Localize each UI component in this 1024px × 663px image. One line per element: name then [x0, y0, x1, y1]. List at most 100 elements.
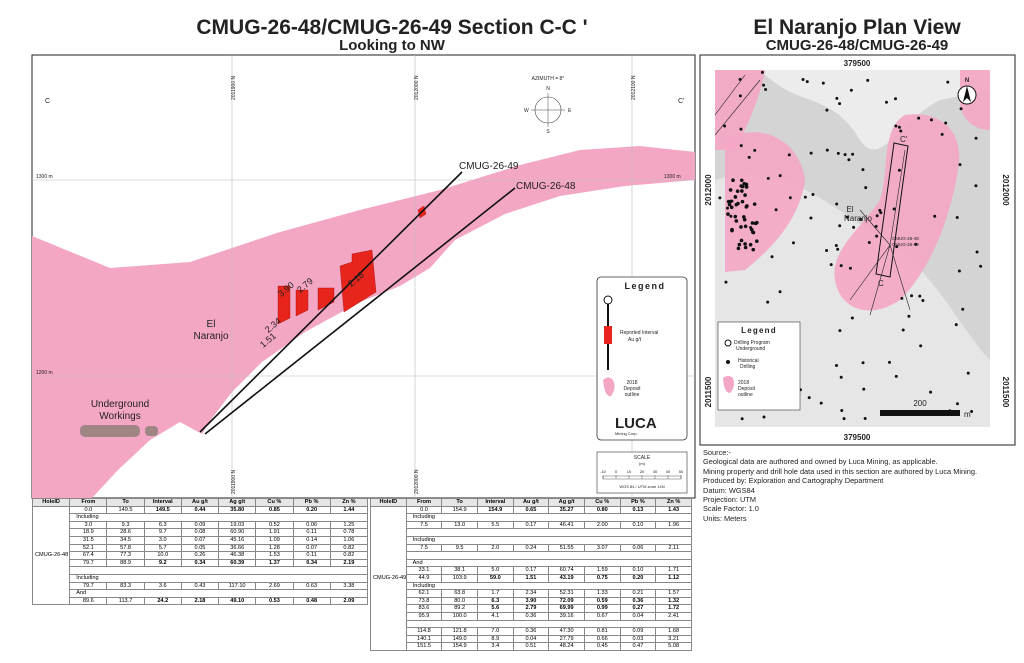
source-notes: Source:- Geological data are authored and…: [703, 448, 977, 523]
table-row: 114.8 121.8 7.0 0.36 47.30 0.81 0.09 1.68: [371, 627, 692, 636]
table-cell: 0.75: [583, 573, 621, 583]
collar: [726, 199, 731, 204]
collar: [958, 163, 962, 167]
table-cell: 0.09: [619, 627, 657, 636]
table-cell: 1.72: [655, 604, 692, 613]
collar: [966, 371, 970, 375]
table-row: 44.9 103.9 59.0 1.51 43.19 0.75 0.20 1.12: [371, 573, 692, 583]
table-cell: 38.1: [441, 566, 478, 575]
collar: [910, 294, 914, 298]
table-cell: 0.04: [619, 611, 657, 621]
collar: [745, 204, 749, 208]
northing: 2011500: [1001, 377, 1010, 408]
collar: [755, 239, 759, 244]
table-cell: 1.7: [476, 589, 514, 598]
source-line: Datum: WGS84: [703, 485, 755, 495]
collar: [738, 94, 742, 98]
table-cell: 117.10: [218, 581, 257, 591]
historical-drilling: [718, 70, 983, 421]
collar: [975, 250, 979, 254]
collar: [897, 125, 901, 129]
northing: 2012000: [1001, 174, 1010, 206]
table-row: 151.5 154.9 3.4 0.51 48.24 0.45 0.47 5.08: [371, 642, 692, 651]
table-cell: 1.33: [583, 589, 621, 598]
elevation: 1300 m: [36, 174, 53, 180]
legend-symbol: [603, 295, 613, 305]
row-note: Including: [69, 513, 368, 522]
table-row: 33.1 38.1 5.0 0.17 60.74 1.59 0.10 1.71: [371, 566, 692, 575]
plan-subtitle: CMUG-26-48/CMUG-26-49: [766, 37, 949, 54]
table-cell: 72.09: [548, 596, 585, 606]
collar: [727, 202, 732, 207]
table-cell: 113.7: [106, 596, 145, 606]
collar: [764, 88, 768, 92]
header-cell: Pb %: [292, 498, 331, 507]
collar: [739, 238, 744, 243]
collar: [929, 118, 933, 122]
collar: [970, 409, 974, 413]
table-cell: 5.0: [476, 566, 514, 575]
collar: [848, 266, 852, 270]
collar: [751, 247, 756, 252]
northing: 2012100 N: [631, 75, 637, 100]
collar: [866, 78, 870, 82]
scale-tick-label: 0: [615, 469, 618, 474]
table-cell: 149.5: [143, 505, 182, 515]
table-cell: 0.59: [583, 596, 621, 606]
table-cell: 79.7: [69, 558, 108, 568]
scale-tick-label: -10: [600, 469, 607, 474]
table-cell: 0.53: [255, 596, 294, 606]
blank-row: [69, 566, 368, 575]
scale-title: SCALE: [634, 455, 651, 461]
table-cell: 0.36: [512, 627, 550, 636]
collar: [836, 247, 840, 251]
table-cell: 0.51: [512, 642, 550, 651]
area-label: Underground Workings: [91, 399, 149, 422]
table-cell: 4.1: [476, 611, 514, 621]
collar: [921, 298, 925, 302]
table-cell: 0.21: [619, 589, 657, 598]
section-title: CMUG-26-48/CMUG-26-49 Section C-C ': [196, 16, 587, 39]
table-cell: 1.57: [655, 589, 692, 598]
drill-trace: [715, 74, 746, 116]
table-cell: 60.74: [548, 566, 585, 575]
plan-deposit: [715, 70, 765, 150]
legend-symbol: [723, 376, 734, 393]
table-cell: 0.45: [583, 642, 621, 651]
collar: [919, 344, 923, 348]
header-row: HoleID From To Interval Au g/t Ag g/t Cu % Pb %…: [370, 498, 692, 507]
table-cell: 57.8: [106, 543, 145, 553]
collar: [914, 242, 918, 246]
table-cell: 49.10: [218, 596, 257, 606]
table-row: [371, 551, 693, 560]
table-row: And: [33, 589, 368, 598]
collar: [735, 189, 740, 193]
table-row: 83.6 89.2 5.6 2.79 69.99 0.99 0.27 1.72: [371, 604, 692, 613]
table-cell: 0.06: [619, 543, 657, 553]
collar: [839, 375, 843, 379]
table-cell: 0.48: [292, 596, 331, 606]
northing: 2012000: [704, 174, 713, 206]
header-cell: Zn %: [655, 498, 692, 507]
collar: [766, 300, 770, 304]
table-cell: 44.9: [405, 573, 443, 583]
table-cell: 3.0: [69, 520, 108, 530]
collar: [809, 216, 813, 220]
table-cell: 36.66: [218, 543, 257, 553]
table-cell: 67.4: [69, 551, 108, 560]
collar: [918, 294, 922, 298]
collar: [892, 207, 896, 211]
blank-row: [405, 528, 693, 537]
table-cell: 3.6: [143, 581, 182, 591]
table-cell: 0.82: [329, 543, 369, 553]
table-cell: 114.8: [405, 627, 443, 636]
table-cell: 83.3: [106, 581, 145, 591]
collar: [959, 107, 963, 111]
collar: [728, 188, 733, 192]
header-cell: Ag g/t: [218, 498, 257, 507]
table-cell: 3.4: [476, 642, 514, 651]
table-cell: 7.0: [476, 627, 514, 636]
collar: [850, 316, 854, 320]
table-cell: 89.6: [69, 596, 108, 606]
source-line: Produced by: Exploration and Cartography…: [703, 476, 884, 486]
